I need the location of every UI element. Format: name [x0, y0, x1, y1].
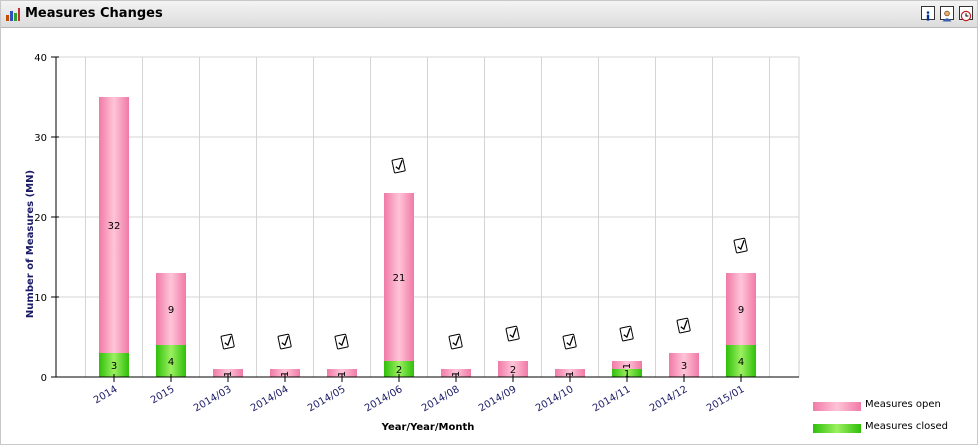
data-label-closed-2014/06: 2 [396, 365, 402, 376]
legend-label-open: Measures open [865, 399, 941, 410]
bar-closed-2015/01 [726, 345, 756, 377]
x-axis-label: Year/Year/Month [381, 422, 475, 433]
data-label-open-2014: 32 [108, 221, 121, 232]
page-title: Measures Changes [25, 6, 163, 21]
bar-open-2014/11 [612, 361, 642, 369]
info-button[interactable] [921, 6, 935, 21]
legend-label-closed: Measures closed [865, 421, 948, 432]
x-tick-label-8: 2014/10 [534, 384, 575, 414]
y-tick-label-1: 10 [34, 293, 47, 304]
data-label-open-2014/11: 1 [622, 363, 633, 369]
check-icon-frame-2014/10 [562, 333, 577, 350]
bar-open-2014/04 [270, 369, 300, 377]
check-icon-frame-2014/09 [505, 325, 520, 342]
bar-closed-2014/06 [384, 361, 414, 377]
title-bar: Measures Changes [1, 1, 977, 28]
data-label-closed-2014: 3 [111, 361, 117, 372]
bar-open-2014/12 [669, 353, 699, 377]
check-icon-mark-2014/08 [452, 336, 460, 347]
data-label-open-2014/09: 2 [510, 365, 516, 376]
x-tick-label-6: 2014/08 [420, 384, 461, 414]
check-icon-2014/06 [391, 157, 406, 174]
user-button[interactable] [940, 6, 954, 22]
y-tick-label-4: 40 [34, 53, 47, 64]
x-tick-label-0: 2014 [92, 384, 120, 406]
check-icon-frame-2014/08 [448, 333, 463, 350]
y-tick-label-3: 30 [34, 133, 47, 144]
x-tick-label-10: 2014/12 [648, 384, 689, 414]
bars: 3324911122112111349 [99, 97, 756, 380]
legend-swatch-closed [813, 424, 861, 433]
bar-open-2015/01 [726, 273, 756, 345]
check-icon-frame-2014/12 [676, 317, 691, 334]
check-icon-frame-2014/04 [277, 333, 292, 350]
data-label-open-2015/01: 9 [738, 305, 744, 316]
data-label-open-2014/06: 21 [393, 273, 406, 284]
check-icon-frame-2014/11 [619, 325, 634, 342]
check-icon-2014/10 [562, 333, 577, 350]
check-icon-mark-2014/12 [680, 320, 688, 331]
check-icon-mark-2014/11 [623, 328, 631, 339]
x-tick-label-1: 2015 [149, 384, 177, 406]
bar-open-2014/10 [555, 369, 585, 377]
bar-open-2014/03 [213, 369, 243, 377]
clock-icon [960, 10, 972, 22]
data-label-closed-2015: 4 [168, 357, 174, 368]
x-tick-label-5: 2014/06 [363, 384, 404, 414]
check-icon-2014/05 [334, 333, 349, 350]
x-tick-label-11: 2015/01 [705, 384, 746, 414]
x-tick-label-3: 2014/04 [249, 384, 290, 414]
bar-closed-2015 [156, 345, 186, 377]
x-tick-label-7: 2014/09 [477, 384, 518, 414]
data-label-open-2014/12: 3 [681, 361, 687, 372]
x-tick-label-9: 2014/11 [591, 384, 632, 414]
check-icon-2014/11 [619, 325, 634, 342]
bar-closed-2014 [99, 353, 129, 377]
data-label-closed-2015/01: 4 [738, 357, 744, 368]
check-icon-mark-2014/04 [281, 336, 289, 347]
y-tick-label-0: 0 [41, 373, 47, 384]
info-icon [926, 11, 930, 21]
bar-open-2014/09 [498, 361, 528, 377]
check-icon-mark-2014/10 [566, 336, 574, 347]
bar-open-2014/06 [384, 193, 414, 361]
data-label-open-2015: 9 [168, 305, 174, 316]
legend-swatch-open [813, 402, 861, 411]
check-icon-mark-2014/05 [338, 336, 346, 347]
bar-open-2014 [99, 97, 129, 353]
check-icon-2014/04 [277, 333, 292, 350]
check-icon-2014/12 [676, 317, 691, 334]
y-axis-label: Number of Measures (MN) [25, 170, 36, 318]
check-icon-frame-2014/05 [334, 333, 349, 350]
check-icon-2014/08 [448, 333, 463, 350]
user-icon [942, 10, 952, 22]
x-tick-label-2: 2014/03 [192, 384, 233, 414]
check-icon-2015/01 [733, 237, 748, 254]
check-icon-2014/09 [505, 325, 520, 342]
check-icon-mark-2015/01 [737, 240, 745, 251]
bar-open-2014/05 [327, 369, 357, 377]
check-icon-mark-2014/03 [224, 336, 232, 347]
check-icon-mark-2014/09 [509, 328, 517, 339]
clock-button[interactable] [959, 6, 973, 22]
bar-open-2014/08 [441, 369, 471, 377]
check-icon-frame-2014/03 [220, 333, 235, 350]
y-tick-label-2: 20 [34, 213, 47, 224]
check-icon-2014/03 [220, 333, 235, 350]
check-icon-mark-2014/06 [395, 160, 403, 171]
x-tick-label-4: 2014/05 [306, 384, 347, 414]
bar-open-2015 [156, 273, 186, 345]
check-icon-frame-2014/06 [391, 157, 406, 174]
check-icon-frame-2015/01 [733, 237, 748, 254]
bar-closed-2014/11 [612, 369, 642, 377]
chart-icon [6, 8, 20, 21]
bar-chart: 3324911122112111349 01020304020142015201… [25, 53, 800, 433]
